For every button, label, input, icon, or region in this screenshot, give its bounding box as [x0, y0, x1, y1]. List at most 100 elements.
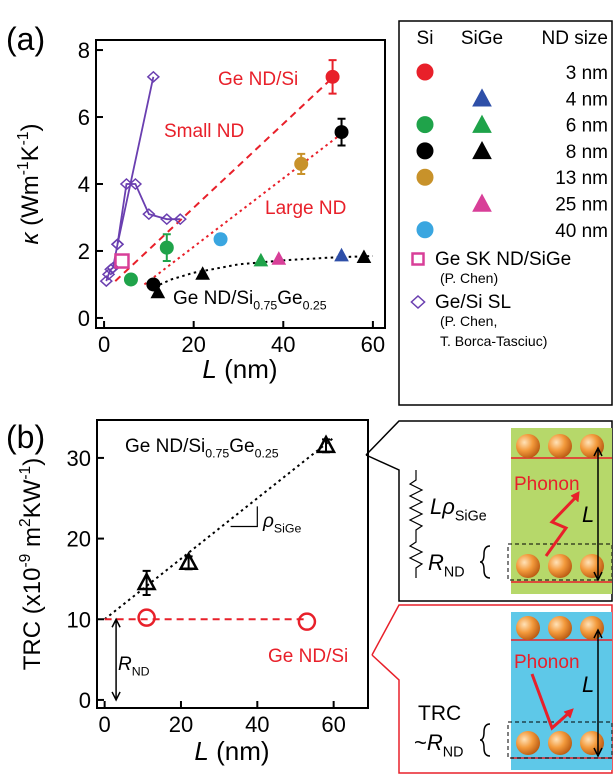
legend-label: 8 nm — [566, 142, 608, 163]
marker — [137, 608, 156, 627]
marker — [128, 177, 143, 191]
legend-marker — [472, 140, 492, 160]
series-line — [114, 72, 338, 282]
text-part: KW — [19, 479, 46, 518]
text-part: (Wm — [17, 175, 44, 232]
legend-marker — [472, 193, 492, 212]
legend-frame — [398, 20, 613, 406]
marker — [159, 240, 174, 255]
text-part: -1 — [15, 131, 32, 145]
nd-region — [507, 543, 613, 581]
legend-label: (P. Chen, — [440, 313, 497, 329]
legend-header: Si — [417, 28, 434, 49]
legend-label: 6 nm — [566, 116, 608, 137]
x-tick-label: 0 — [98, 332, 110, 357]
text-part: R — [428, 550, 444, 575]
y-tick-label: 8 — [78, 38, 90, 63]
phonon-path — [530, 673, 571, 731]
length-label: L — [582, 672, 594, 697]
phonon-arrowhead — [570, 491, 580, 503]
text-part: (nm) — [209, 736, 270, 766]
text-part: Ge ND/Si — [218, 69, 298, 90]
annotation: Ge ND/Si0.75Ge0.25 — [125, 436, 279, 461]
legend-label: (P. Chen) — [440, 270, 498, 286]
marker — [146, 70, 160, 83]
spring-label: LρSiGe — [430, 494, 487, 525]
series-line — [148, 255, 373, 291]
x-axis-label: L (nm) — [202, 354, 277, 384]
y-axis-label: κ (Wm-1K-1) — [15, 123, 44, 244]
annotation: RND — [118, 654, 150, 679]
marker — [294, 156, 309, 171]
marker — [123, 272, 138, 287]
text-part: m — [19, 527, 46, 554]
text-part: -9 — [17, 554, 34, 568]
legend-label: Ge SK ND/SiGe — [435, 249, 571, 270]
arrowheads — [593, 446, 603, 582]
text-part: Small ND — [164, 121, 244, 142]
marker — [150, 284, 166, 299]
marker — [297, 612, 317, 631]
text-part: ρ — [262, 511, 274, 532]
plot-frame — [96, 419, 369, 709]
arrowheads — [593, 628, 603, 758]
x-tick-label: 0 — [99, 712, 111, 737]
text-part: ND — [443, 745, 464, 761]
legend-label: T. Borca-Tasciuc) — [440, 333, 547, 349]
x-tick-label: 40 — [245, 712, 269, 737]
text-part: ) — [19, 458, 46, 466]
text-part: SiGe — [274, 522, 302, 536]
text-part: κ — [17, 231, 44, 245]
y-tick-label: 30 — [67, 446, 91, 471]
text-part: K — [17, 145, 44, 161]
text-part: Large ND — [265, 198, 346, 219]
marker — [334, 125, 349, 140]
legend-label: 25 nm — [555, 195, 608, 216]
x-tick-label: 60 — [361, 332, 385, 357]
resistance-label: RND — [428, 550, 465, 581]
marker — [173, 213, 187, 226]
marker — [99, 275, 113, 288]
text-part: 0.25 — [255, 447, 279, 461]
legend-label: 4 nm — [566, 89, 608, 110]
text-part: Ge — [229, 436, 254, 457]
legend-header: SiGe — [461, 28, 503, 49]
marker — [195, 266, 210, 280]
x-axis-label: L (nm) — [194, 736, 269, 766]
resistance-label: ~RND — [414, 730, 463, 761]
series-line — [105, 76, 155, 282]
phonon-label: Phonon — [514, 474, 580, 495]
y-tick-label: 6 — [78, 105, 90, 130]
panel-label: (a) — [6, 21, 45, 57]
legend-header: ND size — [541, 28, 608, 49]
text-part: L — [582, 672, 594, 697]
text-part: 0.75 — [205, 447, 229, 461]
text-part: 0.75 — [253, 299, 277, 313]
marker — [334, 247, 349, 262]
marker — [356, 249, 372, 264]
legend-label: 40 nm — [555, 221, 608, 242]
legend-marker — [416, 142, 434, 160]
marker — [178, 551, 199, 571]
annotation: Ge ND/Si — [268, 646, 348, 667]
x-tick-label: 20 — [181, 332, 205, 357]
text-part: Ge ND/Si — [268, 646, 348, 667]
y-axis-label: TRC (x10-9 m2KW-1) — [17, 458, 46, 670]
text-part: Ge — [277, 288, 302, 309]
text-part: Ge ND/Si — [173, 288, 253, 309]
panel-label: (b) — [6, 419, 45, 455]
legend-label: Ge/Si SL — [435, 292, 511, 313]
marker — [136, 571, 157, 591]
annotation: Large ND — [265, 198, 346, 219]
legend-marker — [416, 63, 434, 81]
marker — [315, 434, 337, 454]
marker — [142, 208, 156, 221]
text-part: ρ — [441, 494, 455, 519]
y-tick-label: 2 — [78, 239, 90, 264]
trc-label: TRC — [418, 702, 461, 725]
marker — [160, 213, 174, 226]
text-part: R — [427, 730, 443, 755]
x-tick-label: 60 — [321, 712, 345, 737]
annotation: ρSiGe — [262, 511, 301, 536]
